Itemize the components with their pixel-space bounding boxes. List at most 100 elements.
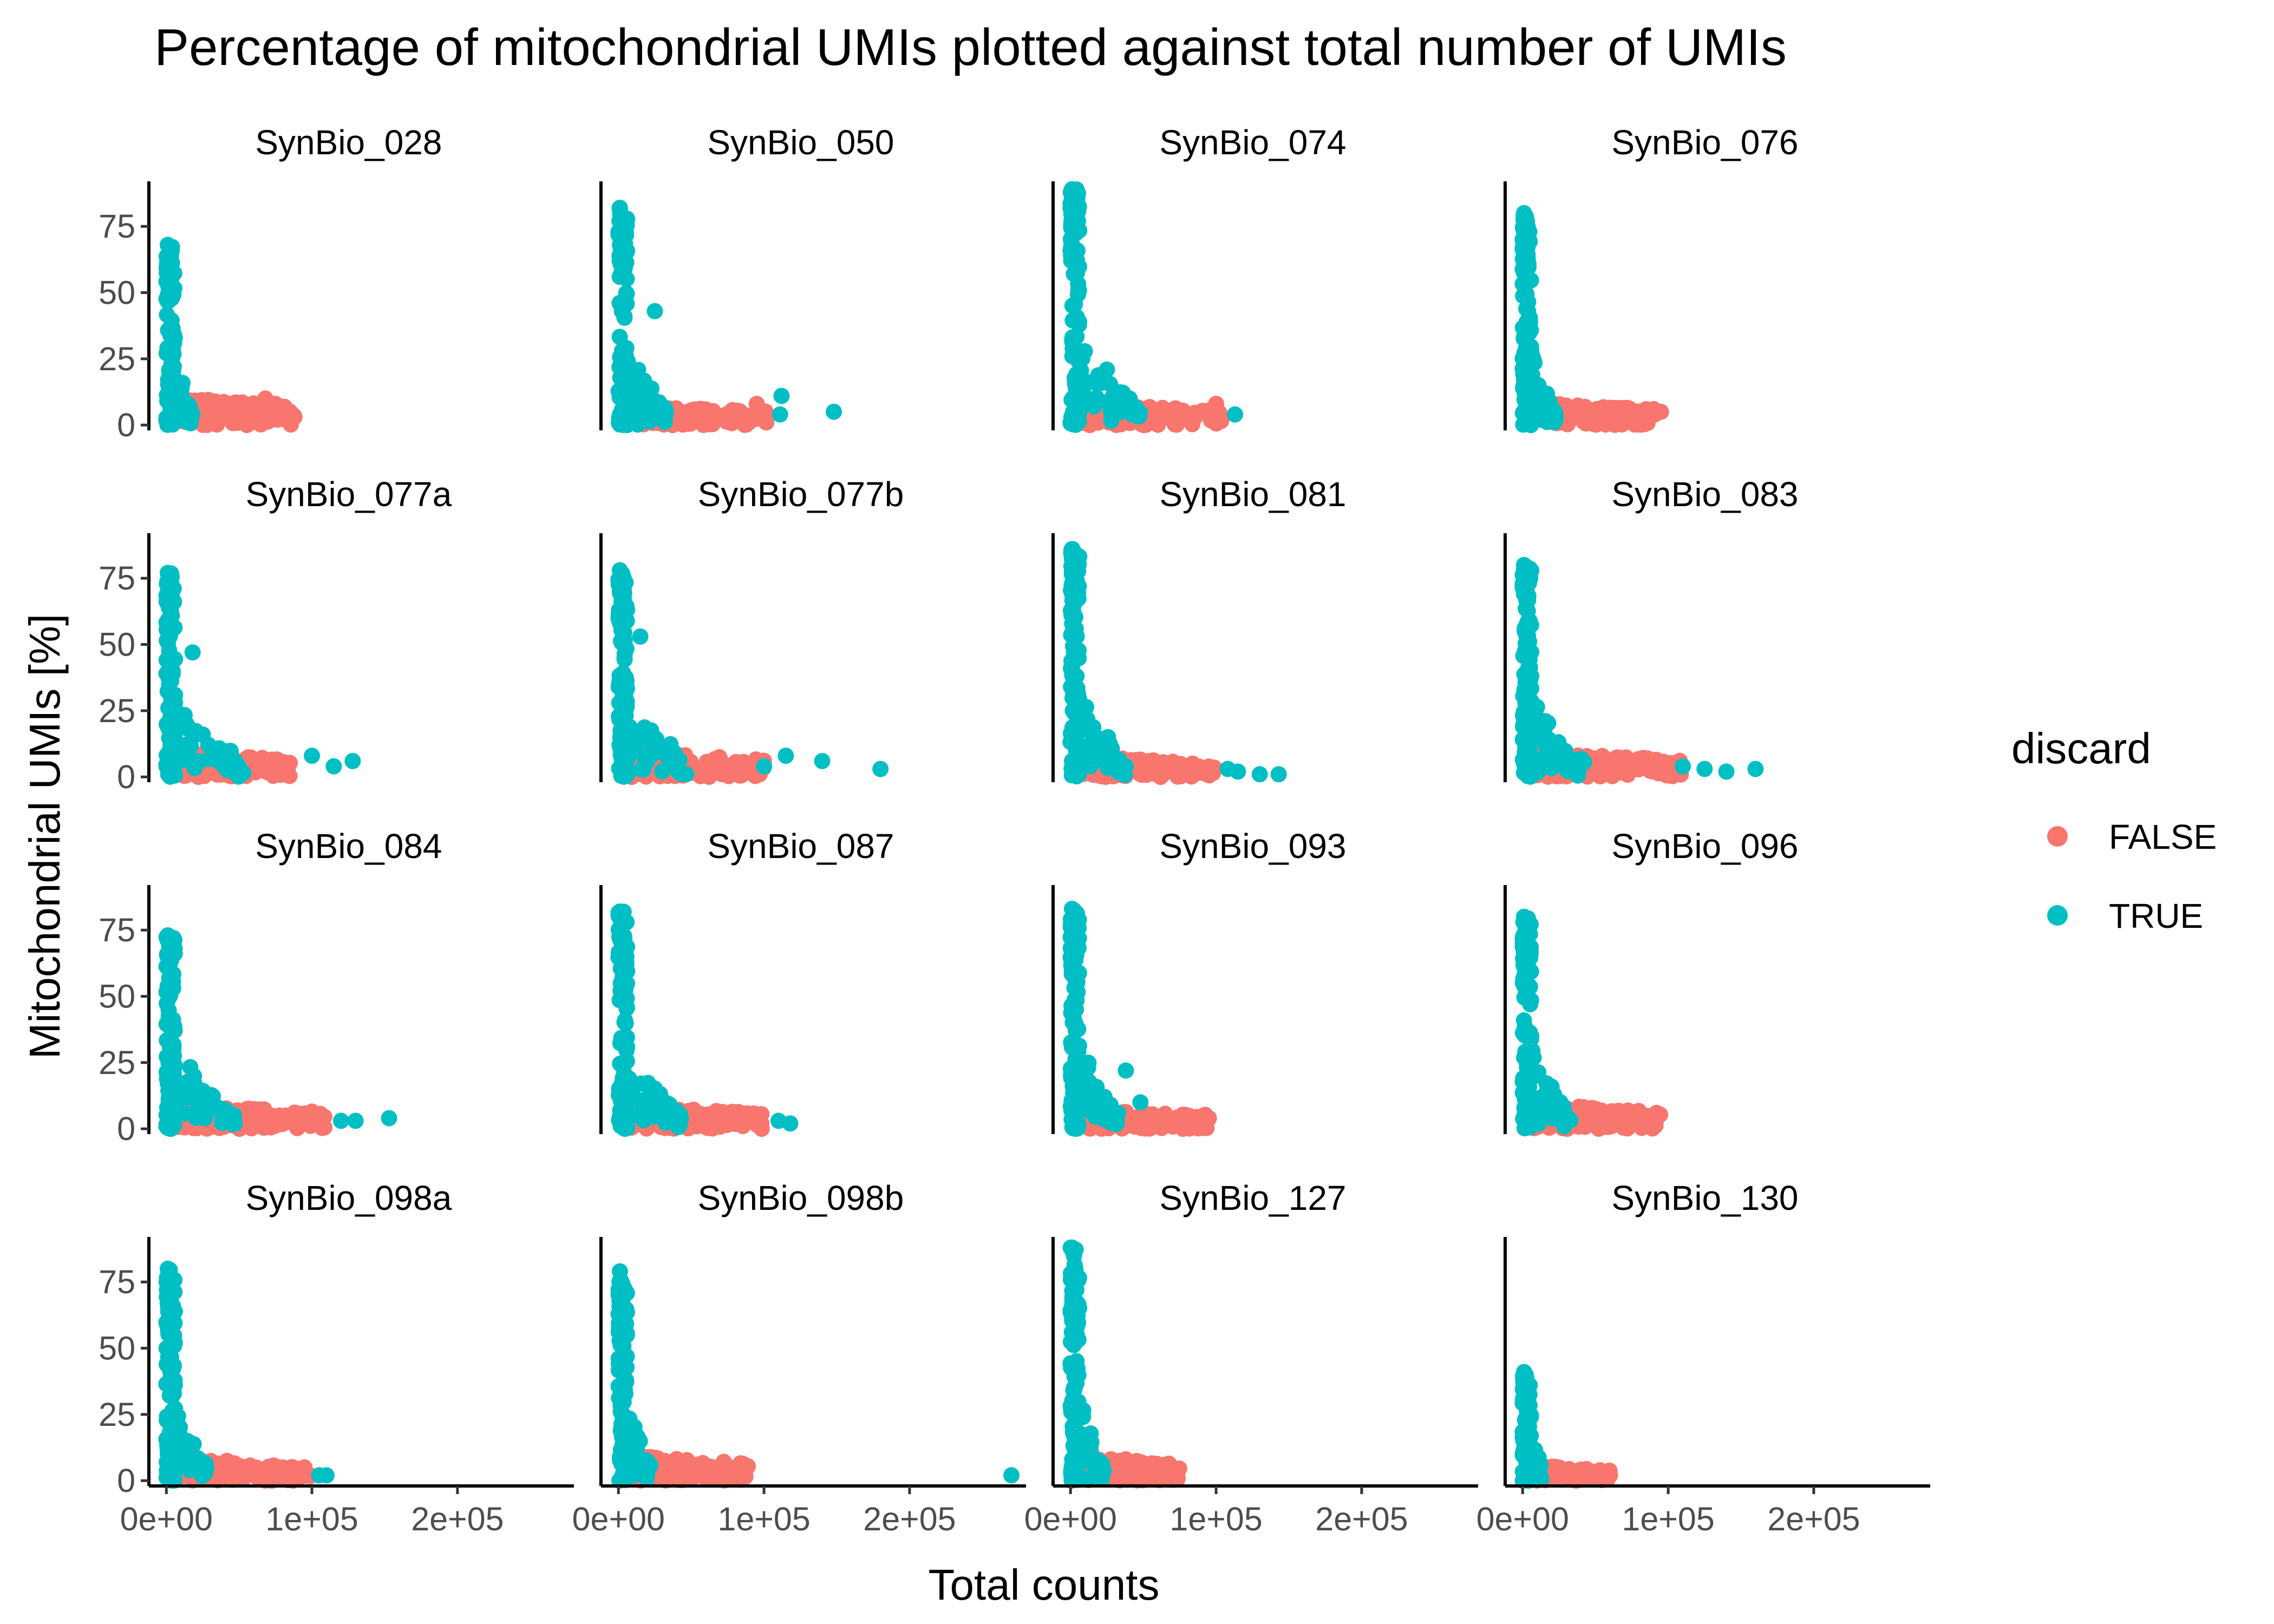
data-point [1519,615,1535,632]
data-point [1067,1424,1084,1441]
data-point [1063,1005,1080,1021]
data-point [1227,406,1243,423]
data-point [611,199,628,216]
data-point [167,686,184,703]
y-tick-label: 75 [99,912,135,948]
data-point [1152,1117,1168,1134]
points [158,1260,335,1489]
data-point [1515,380,1531,397]
data-point [1087,374,1104,391]
data-point [1064,624,1081,641]
x-tick-label: 1e+05 [1169,1501,1262,1537]
data-point [1103,1103,1120,1119]
data-point [325,758,342,775]
facet-label: SynBio_076 [1611,123,1798,162]
data-point [615,256,631,272]
data-point [167,1057,184,1074]
facet-label: SynBio_093 [1159,827,1346,866]
data-point [1074,1438,1090,1455]
data-point [1568,752,1585,769]
data-point [1518,1105,1535,1122]
data-point [1580,407,1597,423]
data-point [872,761,889,777]
data-point [1540,715,1557,731]
data-point [1112,404,1128,421]
data-point [1539,745,1556,762]
data-point [1515,205,1532,221]
data-point [1149,757,1166,774]
data-point [756,758,773,775]
data-point [1515,1012,1532,1029]
data-point [616,979,633,996]
y-tick-label: 0 [117,758,135,795]
data-point [1518,639,1535,656]
data-point [179,716,195,733]
data-point [772,406,788,423]
data-point [669,755,685,772]
data-point [646,303,663,319]
legend-label: FALSE [2109,817,2217,856]
facet-label: SynBio_087 [707,827,894,866]
data-point [1064,211,1081,227]
y-tick-label: 50 [99,274,135,311]
legend-title: discard [2011,724,2151,772]
data-point [1128,400,1145,416]
data-point [196,1457,213,1474]
data-point [1584,1099,1600,1116]
data-point [657,1453,674,1469]
legend-key [2047,826,2068,847]
data-point [611,582,628,599]
data-point [615,767,632,783]
points [610,562,889,785]
data-point [207,407,224,424]
data-point [1718,763,1735,780]
data-point [381,1110,397,1127]
x-tick-label: 2e+05 [1315,1501,1408,1537]
data-point [314,1119,331,1136]
data-point [635,384,651,401]
data-point [814,752,831,769]
x-tick-label: 1e+05 [1622,1501,1714,1537]
data-point [1118,1062,1134,1079]
data-point [657,407,674,423]
data-point [1561,1462,1578,1478]
data-point [1648,1104,1665,1121]
y-tick-label: 75 [99,560,135,597]
data-point [615,620,631,637]
data-point [1068,742,1084,759]
data-point [1533,1089,1550,1106]
points [1514,908,1669,1137]
data-point [227,753,244,769]
facet-label: SynBio_077a [246,475,452,514]
data-point [613,1076,630,1092]
data-point [698,1110,714,1127]
data-point [166,700,183,717]
data-point [1132,1094,1149,1111]
data-point [1063,901,1080,917]
facet-label: SynBio_077b [698,475,904,514]
data-point [1630,416,1647,433]
data-point [1133,753,1149,770]
facet-label: SynBio_050 [707,123,894,162]
x-axis-title: Total counts [929,1561,1160,1609]
points [610,903,799,1137]
data-point [1089,751,1106,768]
data-point [1099,394,1116,410]
data-point [1167,1462,1184,1478]
y-tick-label: 75 [99,208,135,245]
data-point [1208,396,1225,412]
data-point [1067,1022,1084,1039]
points [1062,181,1243,434]
data-point [1168,408,1185,425]
data-point [641,728,657,745]
data-point [614,388,631,405]
data-point [265,768,282,784]
data-point [1065,1101,1082,1117]
facet-label: SynBio_028 [255,123,442,162]
data-point [1211,413,1228,430]
data-point [616,1014,633,1031]
data-point [1066,605,1082,622]
data-point [1519,722,1535,739]
data-point [1747,761,1764,777]
